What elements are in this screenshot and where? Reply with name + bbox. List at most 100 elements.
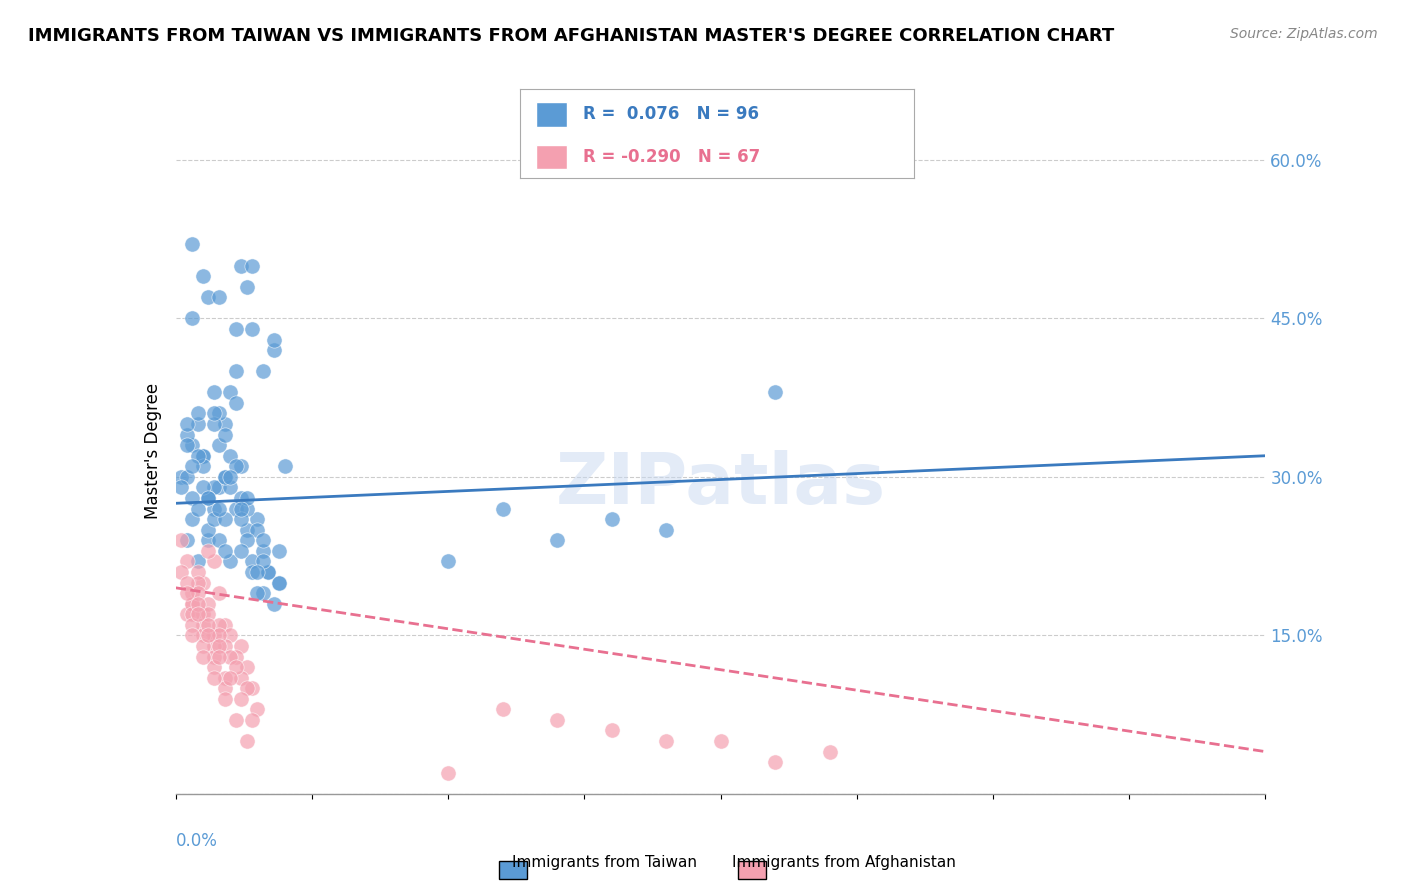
Point bbox=[197, 544, 219, 558]
Point bbox=[219, 480, 242, 494]
Text: Immigrants from Afghanistan: Immigrants from Afghanistan bbox=[731, 855, 956, 870]
Point bbox=[191, 480, 214, 494]
Point bbox=[202, 660, 225, 674]
Point bbox=[181, 617, 204, 632]
Point bbox=[219, 649, 242, 664]
Point bbox=[181, 438, 204, 452]
Point bbox=[219, 470, 242, 484]
Point bbox=[240, 565, 263, 579]
Point bbox=[191, 639, 214, 653]
Point bbox=[235, 501, 257, 516]
Point bbox=[214, 691, 236, 706]
Point bbox=[197, 607, 219, 622]
Point bbox=[246, 702, 269, 716]
Point bbox=[181, 586, 204, 600]
Text: R =  0.076   N = 96: R = 0.076 N = 96 bbox=[583, 105, 759, 123]
Point bbox=[546, 533, 568, 548]
Point bbox=[181, 597, 204, 611]
Point bbox=[197, 597, 219, 611]
Point bbox=[186, 586, 209, 600]
Point bbox=[225, 660, 247, 674]
Point bbox=[176, 586, 198, 600]
Point bbox=[191, 449, 214, 463]
Point bbox=[202, 501, 225, 516]
Point bbox=[181, 459, 204, 474]
Point bbox=[231, 639, 253, 653]
Point bbox=[202, 385, 225, 400]
Point bbox=[225, 649, 247, 664]
Point bbox=[231, 491, 253, 505]
Point bbox=[191, 449, 214, 463]
Point bbox=[208, 438, 231, 452]
Point bbox=[219, 628, 242, 642]
Point bbox=[197, 628, 219, 642]
Point bbox=[240, 713, 263, 727]
Point bbox=[186, 501, 209, 516]
Point bbox=[252, 554, 274, 568]
Point bbox=[235, 491, 257, 505]
Point bbox=[214, 671, 236, 685]
Point bbox=[197, 617, 219, 632]
Point bbox=[170, 565, 193, 579]
Point bbox=[231, 501, 253, 516]
Point bbox=[214, 617, 236, 632]
Point bbox=[546, 713, 568, 727]
Point bbox=[186, 407, 209, 421]
Point bbox=[170, 533, 193, 548]
Point bbox=[181, 491, 204, 505]
Point bbox=[235, 523, 257, 537]
Point bbox=[225, 501, 247, 516]
Point bbox=[186, 554, 209, 568]
Point bbox=[214, 470, 236, 484]
Point bbox=[225, 459, 247, 474]
Point bbox=[492, 702, 515, 716]
Point bbox=[235, 660, 257, 674]
Point bbox=[170, 480, 193, 494]
Point bbox=[202, 512, 225, 526]
Point bbox=[252, 586, 274, 600]
Point bbox=[208, 533, 231, 548]
Point bbox=[235, 279, 257, 293]
Point bbox=[191, 269, 214, 284]
Text: R = -0.290   N = 67: R = -0.290 N = 67 bbox=[583, 148, 761, 166]
Point bbox=[600, 512, 623, 526]
Point bbox=[219, 449, 242, 463]
Point bbox=[231, 691, 253, 706]
Point bbox=[186, 417, 209, 431]
Point bbox=[208, 649, 231, 664]
Point bbox=[191, 575, 214, 590]
Point bbox=[240, 259, 263, 273]
Point bbox=[263, 597, 285, 611]
Point bbox=[197, 491, 219, 505]
Point bbox=[763, 755, 786, 769]
Point bbox=[186, 565, 209, 579]
Text: ZIPatlas: ZIPatlas bbox=[555, 450, 886, 519]
Point bbox=[197, 533, 219, 548]
Point bbox=[214, 427, 236, 442]
Point bbox=[176, 607, 198, 622]
Point bbox=[257, 565, 280, 579]
Point bbox=[186, 597, 209, 611]
Point bbox=[269, 575, 291, 590]
Point bbox=[818, 745, 841, 759]
Point bbox=[269, 575, 291, 590]
Point bbox=[208, 501, 231, 516]
Point bbox=[181, 311, 204, 326]
Y-axis label: Master's Degree: Master's Degree bbox=[143, 383, 162, 518]
Point bbox=[191, 649, 214, 664]
Point bbox=[202, 649, 225, 664]
Point bbox=[437, 554, 460, 568]
Point bbox=[763, 385, 786, 400]
Point bbox=[655, 523, 678, 537]
FancyBboxPatch shape bbox=[536, 102, 568, 127]
Point bbox=[246, 523, 269, 537]
Point bbox=[202, 407, 225, 421]
Point bbox=[240, 554, 263, 568]
Point bbox=[252, 533, 274, 548]
Point bbox=[214, 681, 236, 696]
Point bbox=[181, 512, 204, 526]
Point bbox=[214, 512, 236, 526]
Point bbox=[235, 681, 257, 696]
Point bbox=[219, 671, 242, 685]
Point bbox=[437, 765, 460, 780]
